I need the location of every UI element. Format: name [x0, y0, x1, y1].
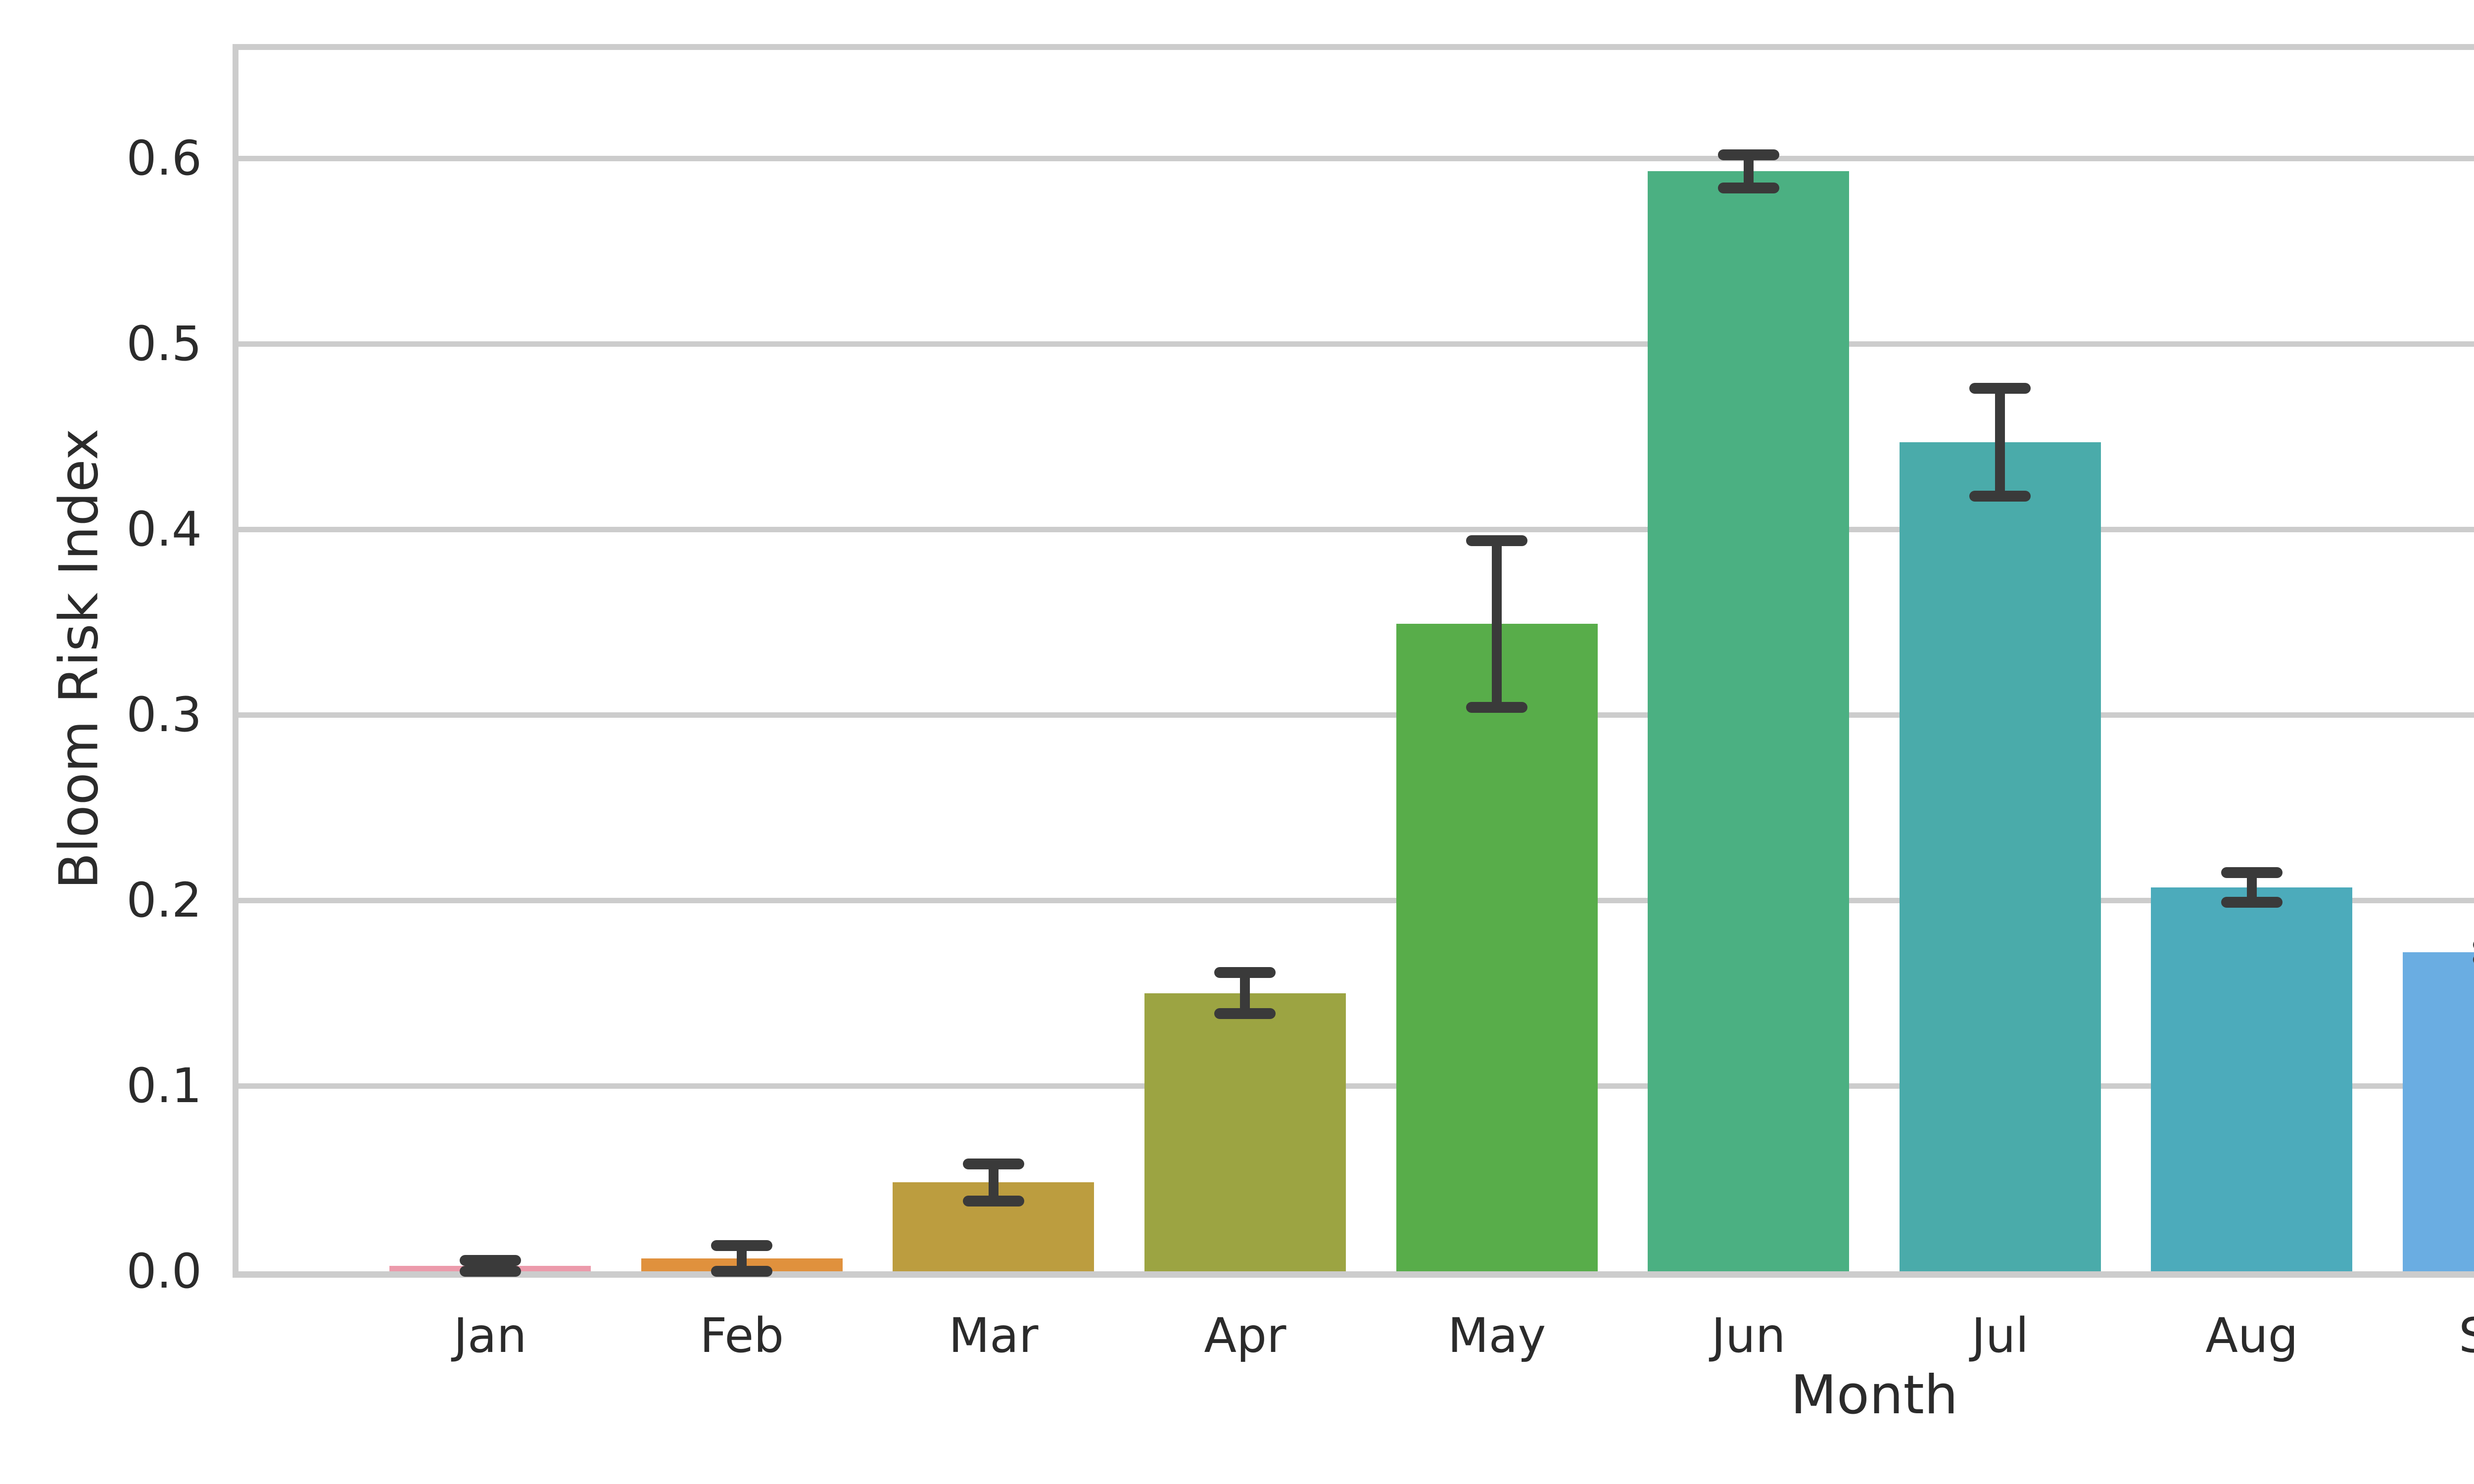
gridline-0.4: [238, 527, 2474, 532]
errorbar-cap-top-jul: [1969, 383, 2031, 394]
x-tick-may: May: [1447, 1308, 1546, 1363]
y-tick-0.3: 0.3: [126, 687, 202, 742]
errorbar-cap-top-may: [1466, 535, 1528, 546]
bar-sep: [2403, 952, 2474, 1271]
x-tick-aug: Aug: [2205, 1308, 2298, 1363]
x-tick-jun: Jun: [1711, 1308, 1786, 1363]
y-tick-0.0: 0.0: [126, 1244, 202, 1299]
errorbar-cap-bottom-mar: [962, 1195, 1024, 1206]
bar-jul: [1899, 442, 2101, 1271]
x-axis-label: Month: [1790, 1364, 1958, 1426]
errorbar-cap-top-sep: [2473, 939, 2474, 950]
gridline-0.2: [238, 898, 2474, 903]
errorbar-cap-bottom-sep: [2473, 954, 2474, 965]
errorbar-apr: [1240, 973, 1250, 1014]
y-tick-0.6: 0.6: [126, 131, 202, 186]
bar-apr: [1144, 993, 1346, 1271]
errorbar-cap-top-apr: [1214, 967, 1276, 978]
errorbar-cap-top-feb: [711, 1240, 773, 1251]
bar-aug: [2151, 887, 2353, 1271]
errorbar-cap-top-jun: [1717, 149, 1779, 160]
errorbar-jun: [1743, 154, 1754, 188]
plot-left-spine: [233, 44, 238, 1277]
errorbar-cap-bottom-aug: [2221, 896, 2283, 908]
errorbar-cap-bottom-jun: [1717, 183, 1779, 193]
errorbar-cap-bottom-may: [1466, 702, 1528, 713]
x-tick-mar: Mar: [949, 1308, 1039, 1363]
y-tick-0.2: 0.2: [126, 873, 202, 928]
bar-jun: [1648, 171, 1850, 1271]
y-tick-0.4: 0.4: [126, 502, 202, 557]
x-axis-line: [233, 1271, 2474, 1278]
gridline-0.1: [238, 1083, 2474, 1089]
x-tick-apr: Apr: [1204, 1308, 1286, 1363]
errorbar-cap-bottom-jan: [459, 1266, 521, 1277]
errorbar-may: [1492, 540, 1502, 707]
x-tick-feb: Feb: [700, 1308, 784, 1363]
x-tick-jul: Jul: [1971, 1308, 2029, 1363]
errorbar-feb: [737, 1245, 747, 1271]
y-axis-label: Bloom Risk Index: [48, 428, 110, 889]
errorbar-jul: [1995, 388, 2005, 496]
y-tick-0.1: 0.1: [126, 1058, 202, 1113]
errorbar-cap-bottom-jul: [1969, 490, 2031, 502]
gridline-0.3: [238, 712, 2474, 718]
gridline-0.5: [238, 341, 2474, 347]
x-tick-sep: Sep: [2459, 1308, 2474, 1363]
bar-may: [1396, 624, 1598, 1271]
errorbar-cap-top-mar: [962, 1158, 1024, 1169]
errorbar-cap-bottom-feb: [711, 1266, 773, 1277]
errorbar-aug: [2246, 872, 2257, 902]
errorbar-cap-bottom-apr: [1214, 1008, 1276, 1019]
gridline-0.6: [238, 156, 2474, 161]
errorbar-cap-top-aug: [2221, 867, 2283, 878]
y-tick-0.5: 0.5: [126, 316, 202, 371]
errorbar-cap-top-jan: [459, 1254, 521, 1266]
plot-top-spine: [233, 44, 2474, 50]
x-tick-jan: Jan: [453, 1308, 527, 1363]
errorbar-mar: [988, 1163, 999, 1201]
